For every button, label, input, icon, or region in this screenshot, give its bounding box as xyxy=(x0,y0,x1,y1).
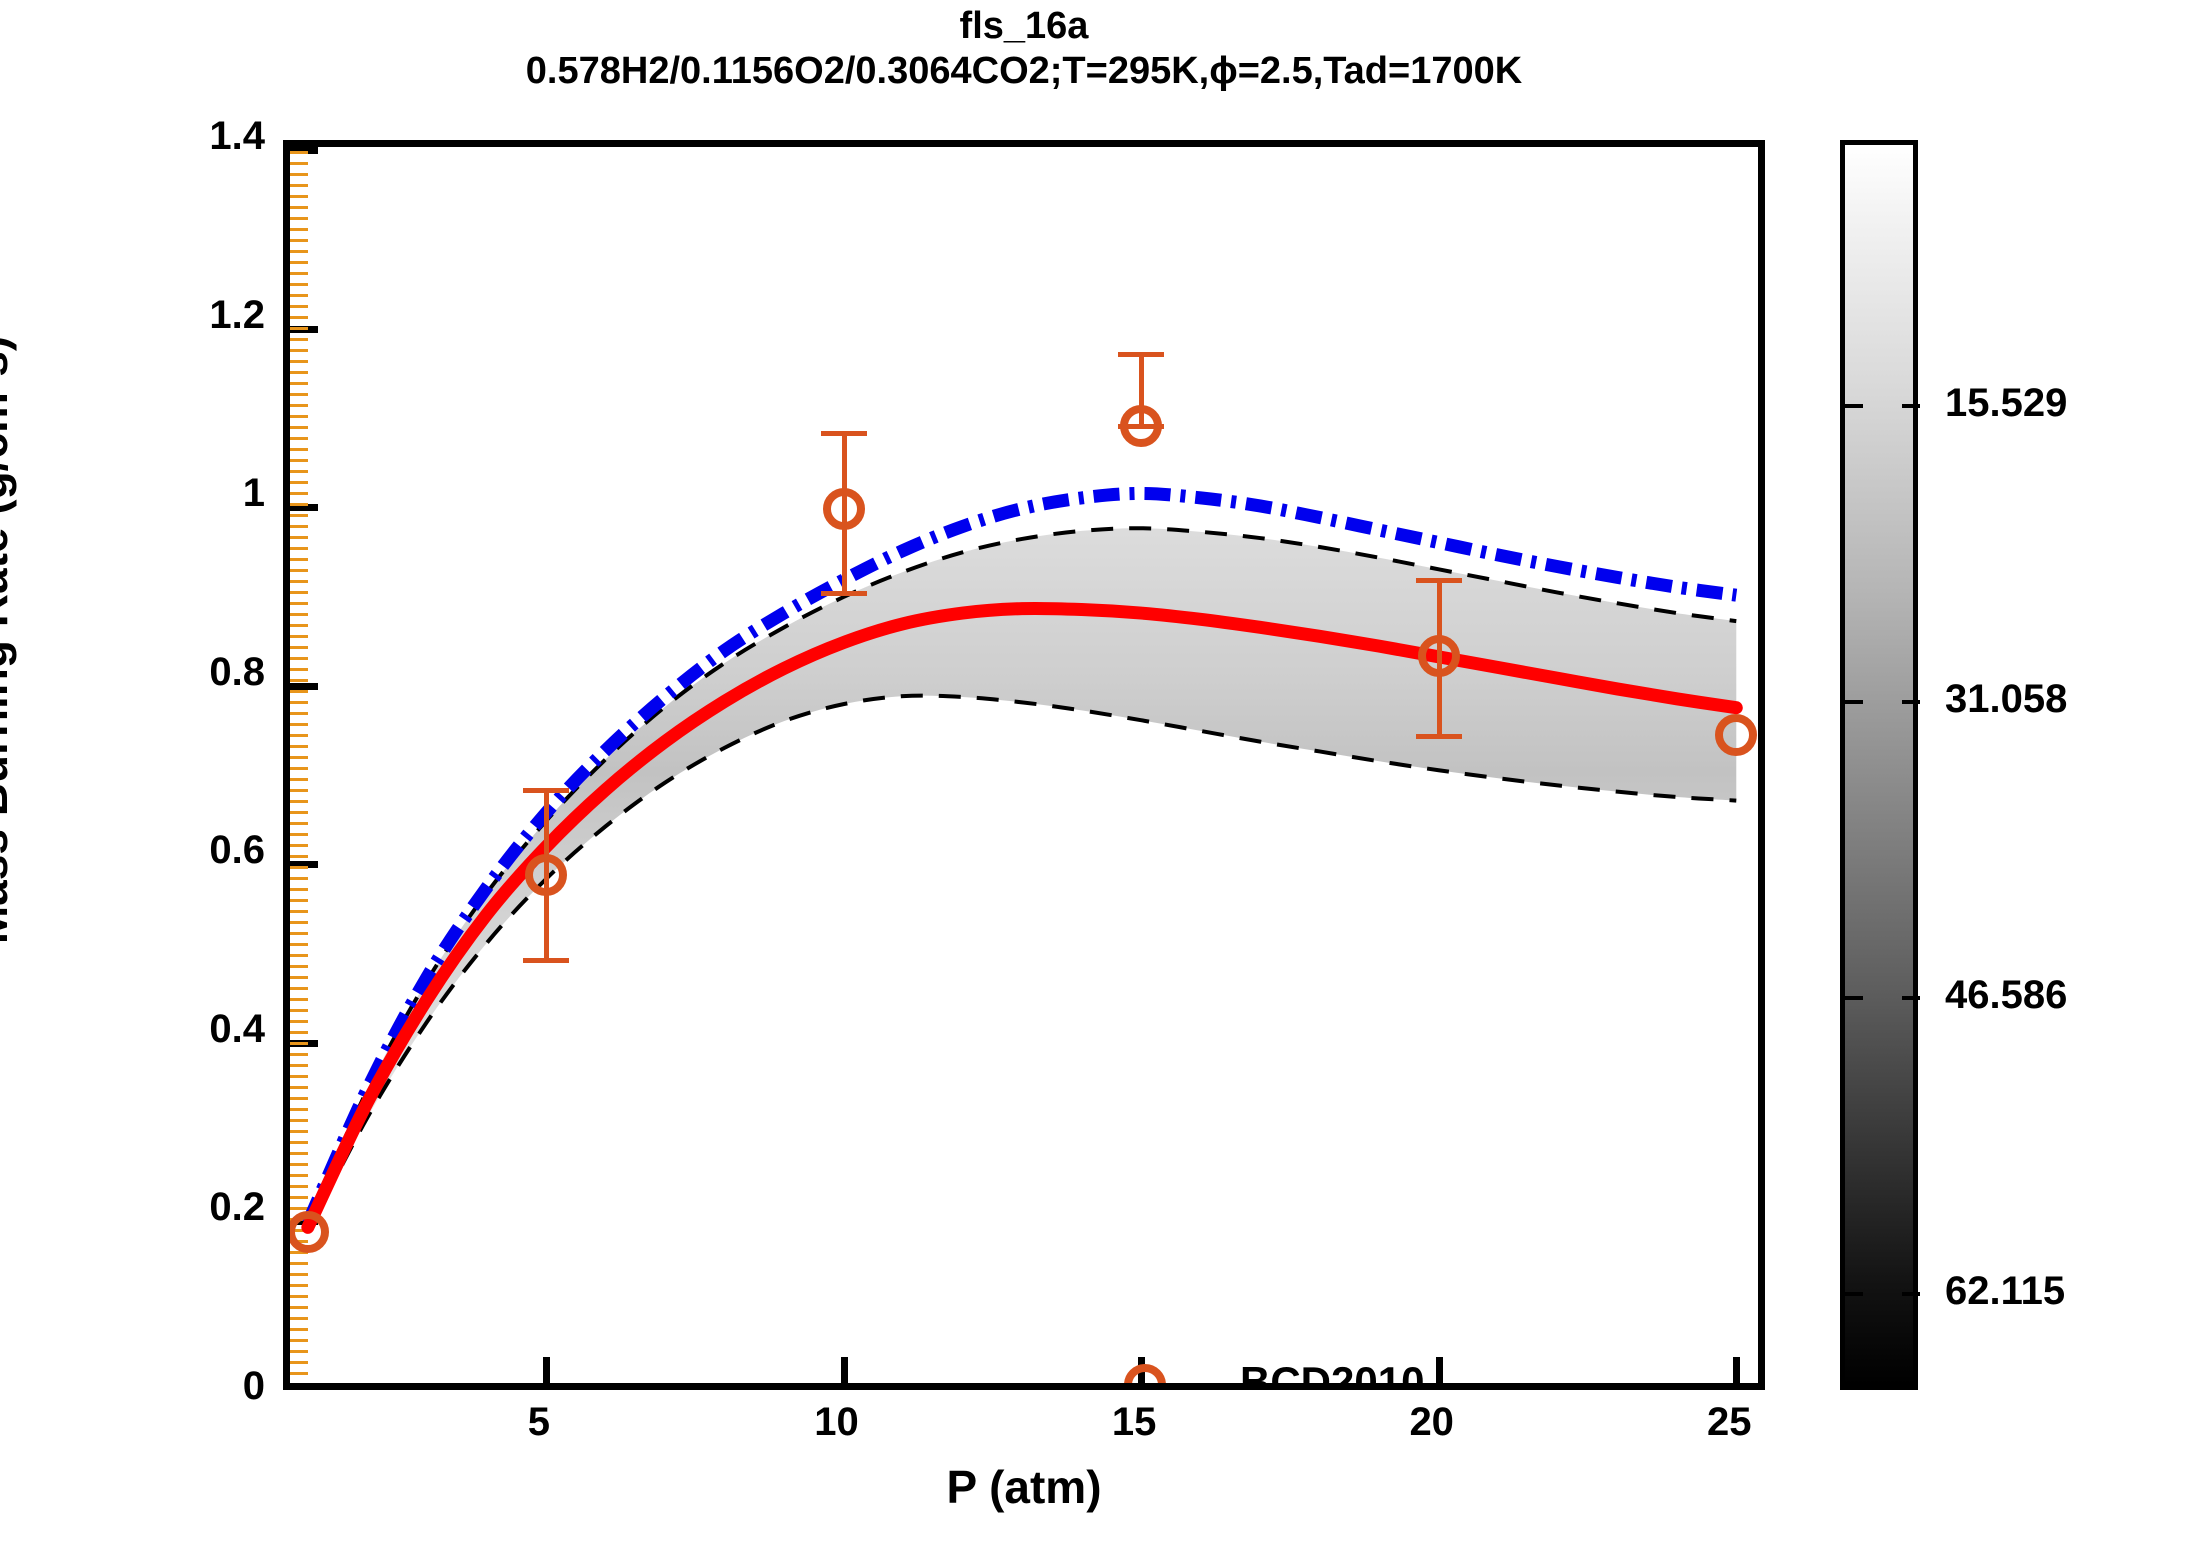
y-tick-label: 0.4 xyxy=(209,1006,265,1051)
x-axis-label: P (atm) xyxy=(946,1461,1102,1513)
data-point-marker[interactable] xyxy=(1417,634,1460,677)
x-tick-mark xyxy=(840,1357,848,1383)
colorbar-tick-mark xyxy=(1902,995,1920,1000)
x-tick-label: 15 xyxy=(1111,1400,1157,1444)
y-tick-label: 0 xyxy=(242,1364,265,1408)
plot-inner: BCD2010 FFCM1 Trial FFCM1 Optimized xyxy=(290,147,1758,1383)
x-tick-mark xyxy=(1435,1357,1443,1383)
colorbar-tick-mark xyxy=(1845,699,1863,704)
colorbar-tick-label: 31.058 xyxy=(1945,676,2068,721)
data-point-marker[interactable] xyxy=(1715,713,1758,756)
data-point-marker[interactable] xyxy=(524,853,567,896)
y-axis-label: Mass Burning Rate (g/cm²s) xyxy=(0,335,17,945)
x-tick-label: 25 xyxy=(1707,1400,1752,1444)
data-point-marker[interactable] xyxy=(1120,404,1163,447)
colorbar-tick-mark xyxy=(1845,1291,1863,1296)
error-bar-cap xyxy=(820,591,867,597)
error-bar-cap xyxy=(1415,734,1462,740)
x-tick-mark xyxy=(1733,1357,1741,1383)
legend-label-bcd2010: BCD2010 xyxy=(1240,1358,1425,1383)
x-tick-mark xyxy=(542,1357,550,1383)
x-tick-label: 10 xyxy=(814,1400,859,1444)
colorbar-tick-mark xyxy=(1902,1291,1920,1296)
y-tick-label: 1.4 xyxy=(209,114,265,158)
legend-item-bcd2010[interactable]: BCD2010 xyxy=(1080,1352,1640,1383)
error-bar-cap xyxy=(1415,578,1462,584)
data-point-marker[interactable] xyxy=(822,487,865,530)
uncertainty-lower-curve xyxy=(306,693,1737,1234)
colorbar-tick-mark xyxy=(1902,403,1920,408)
error-bar-cap xyxy=(522,787,569,793)
y-tick-label: 0.8 xyxy=(209,649,265,694)
colorbar-tick-label: 62.115 xyxy=(1945,1268,2066,1313)
y-tick-label: 0.2 xyxy=(209,1185,265,1230)
legend: BCD2010 FFCM1 Trial FFCM1 Optimized xyxy=(1080,1352,1640,1383)
chart-subtitle: 0.578H2/0.1156O2/0.3064CO2;T=295K,ϕ=2.5,… xyxy=(525,50,1523,92)
colorbar-tick-mark xyxy=(1845,403,1863,408)
pressure-hatch-band xyxy=(290,147,308,1383)
x-tick-label: 5 xyxy=(527,1400,551,1444)
y-tick-label: 0.6 xyxy=(209,828,265,873)
colorbar xyxy=(1840,140,1918,1390)
open-circle-icon xyxy=(1124,1364,1166,1383)
ffcm1-optimized-curve xyxy=(301,601,1743,1234)
y-tick-label: 1.2 xyxy=(209,292,265,337)
plot-area: BCD2010 FFCM1 Trial FFCM1 Optimized xyxy=(283,140,1765,1390)
error-bar-cap xyxy=(522,957,569,963)
colorbar-tick-label: 46.586 xyxy=(1945,972,2068,1017)
data-point-marker[interactable] xyxy=(290,1210,329,1253)
uncertainty-upper-curve xyxy=(306,526,1737,1223)
colorbar-tick-mark xyxy=(1845,995,1863,1000)
x-tick-label: 20 xyxy=(1409,1400,1454,1444)
error-bar-cap xyxy=(1118,352,1165,358)
colorbar-tick-mark xyxy=(1902,699,1920,704)
legend-key-circle xyxy=(1080,1352,1220,1383)
curves-layer xyxy=(301,486,1743,1234)
error-bar-cap xyxy=(820,430,867,436)
title-block: fls_16a 0.578H2/0.1156O2/0.3064CO2;T=295… xyxy=(283,4,1765,94)
ffcm1-trial-curve xyxy=(301,486,1738,1226)
colorbar-tick-label: 15.529 xyxy=(1945,380,2068,425)
error-bar-line xyxy=(1139,354,1145,426)
chart-title: fls_16a xyxy=(959,5,1089,47)
y-tick-label: 1 xyxy=(242,471,265,516)
